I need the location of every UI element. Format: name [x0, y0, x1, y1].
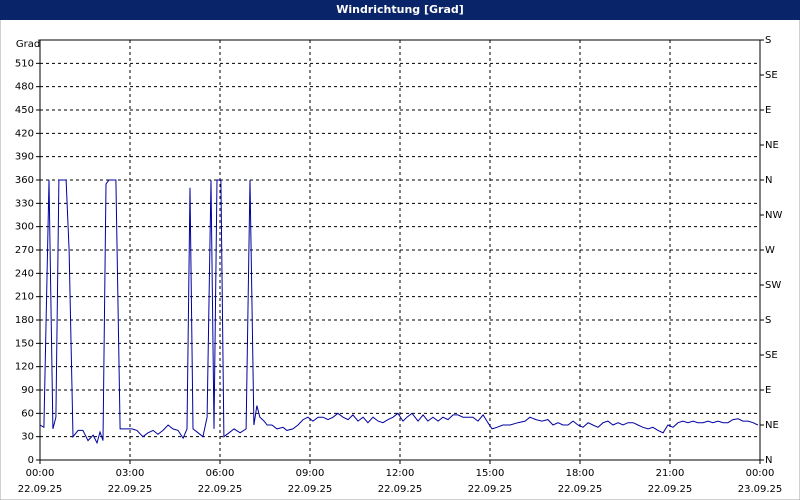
- y-tick-label: 270: [15, 245, 34, 256]
- y2-tick-label: NE: [765, 420, 779, 431]
- x-tick-date: 22.09.25: [558, 484, 603, 495]
- y2-tick-label: S: [765, 35, 771, 46]
- y2-tick-label: SW: [765, 280, 781, 291]
- y-tick-label: 360: [15, 175, 34, 186]
- x-tick-label: 21:00: [656, 468, 685, 479]
- y-tick-label: 450: [15, 105, 34, 116]
- y2-tick-label: NE: [765, 140, 779, 151]
- y-tick-label: 150: [15, 338, 34, 349]
- y2-tick-label: E: [765, 385, 771, 396]
- y2-tick-label: E: [765, 105, 771, 116]
- y-tick-label: 480: [15, 82, 34, 93]
- y2-tick-label: W: [765, 245, 775, 256]
- x-tick-label: 15:00: [476, 468, 505, 479]
- y-tick-label: 510: [15, 58, 34, 69]
- x-tick-label: 00:00: [746, 468, 775, 479]
- x-tick-date: 22.09.25: [18, 484, 63, 495]
- y-tick-label: 300: [15, 222, 34, 233]
- y2-tick-label: NW: [765, 210, 782, 221]
- y-tick-label: 30: [21, 432, 34, 443]
- x-tick-date: 22.09.25: [108, 484, 153, 495]
- x-tick-date: 22.09.25: [378, 484, 423, 495]
- x-tick-date: 22.09.25: [468, 484, 513, 495]
- x-tick-date: 22.09.25: [198, 484, 243, 495]
- x-tick-date: 23.09.25: [738, 484, 783, 495]
- y-tick-label: 60: [21, 408, 34, 419]
- y2-tick-label: SE: [765, 70, 778, 81]
- x-tick-date: 22.09.25: [648, 484, 693, 495]
- y-tick-label: 0: [28, 455, 34, 466]
- chart-title: Windrichtung [Grad]: [336, 3, 464, 16]
- y-tick-label: 180: [15, 315, 34, 326]
- data-line: [39, 179, 759, 445]
- y-tick-label: 210: [15, 292, 34, 303]
- y-tick-label: 90: [21, 385, 34, 396]
- y-tick-label: 390: [15, 152, 34, 163]
- y-tick-label: 330: [15, 198, 34, 209]
- title-bar: [0, 0, 800, 20]
- y-tick-label: 240: [15, 268, 34, 279]
- x-tick-label: 12:00: [386, 468, 415, 479]
- x-tick-label: 00:00: [26, 468, 55, 479]
- x-tick-label: 18:00: [566, 468, 595, 479]
- y2-tick-label: S: [765, 315, 771, 326]
- x-tick-label: 03:00: [116, 468, 145, 479]
- y2-tick-label: N: [765, 175, 772, 186]
- x-tick-date: 22.09.25: [288, 484, 333, 495]
- y-axis-label: Grad: [16, 39, 40, 50]
- y2-tick-label: SE: [765, 350, 778, 361]
- y2-tick-label: N: [765, 455, 772, 466]
- x-tick-label: 06:00: [206, 468, 235, 479]
- y-tick-label: 120: [15, 362, 34, 373]
- x-tick-label: 09:00: [296, 468, 325, 479]
- y-tick-label: 420: [15, 128, 34, 139]
